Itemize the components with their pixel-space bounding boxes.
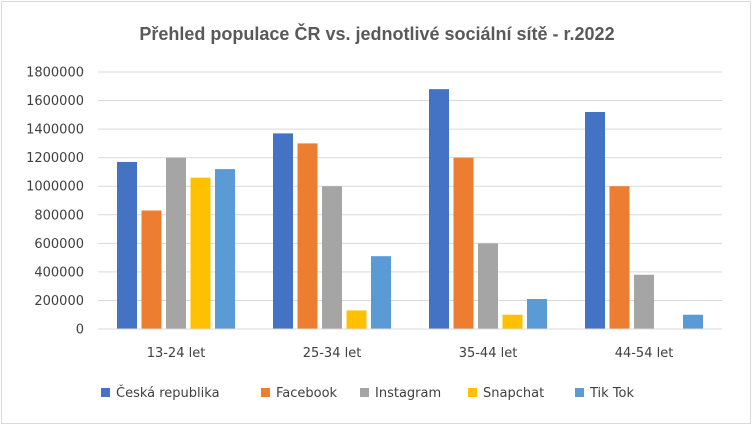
bar bbox=[429, 89, 449, 329]
bar bbox=[453, 157, 474, 329]
x-tick-label: 35-44 let bbox=[459, 346, 518, 361]
legend-swatch bbox=[575, 388, 584, 397]
x-tick-label: 25-34 let bbox=[303, 346, 362, 361]
legend-item: Facebook bbox=[261, 386, 338, 401]
legend-label: Česká republika bbox=[116, 385, 220, 401]
bar bbox=[215, 169, 235, 329]
legend-swatch bbox=[101, 388, 110, 397]
legend-label: Tik Tok bbox=[589, 386, 634, 401]
legend-label: Facebook bbox=[276, 386, 338, 401]
bar bbox=[478, 243, 498, 329]
bar bbox=[190, 177, 211, 329]
y-tick-label: 600000 bbox=[34, 237, 84, 252]
legend-item: Snapchat bbox=[468, 386, 544, 401]
legend: Česká republika Facebook Instagram Snapchat… bbox=[101, 385, 634, 401]
legend-label: Instagram bbox=[375, 386, 441, 401]
legend-swatch bbox=[261, 388, 270, 397]
legend-label: Snapchat bbox=[483, 386, 544, 401]
y-tick-label: 1200000 bbox=[26, 151, 84, 166]
bar bbox=[683, 314, 703, 329]
legend-item: Česká republika bbox=[101, 385, 220, 401]
y-tick-label: 1800000 bbox=[26, 66, 84, 81]
legend-item: Tik Tok bbox=[575, 386, 634, 401]
bar bbox=[527, 299, 547, 329]
y-axis-ticks: 0 200000 400000 600000 800000 1000000 1200000 1… bbox=[26, 66, 84, 338]
x-tick-label: 13-24 let bbox=[147, 346, 206, 361]
x-tick-label: 44-54 let bbox=[615, 346, 674, 361]
y-tick-label: 200000 bbox=[34, 294, 84, 309]
bar bbox=[371, 256, 391, 329]
legend-swatch bbox=[360, 388, 369, 397]
chart-title: Přehled populace ČR vs. jednotlivé sociá… bbox=[139, 23, 614, 44]
bar bbox=[346, 310, 367, 329]
bars bbox=[117, 89, 703, 329]
y-tick-label: 0 bbox=[76, 323, 84, 338]
bar bbox=[273, 133, 293, 329]
y-tick-label: 1000000 bbox=[26, 180, 84, 195]
x-axis-ticks: 13-24 let 25-34 let 35-44 let 44-54 let bbox=[147, 346, 674, 361]
y-tick-label: 1400000 bbox=[26, 123, 84, 138]
bar bbox=[297, 143, 318, 329]
y-tick-label: 800000 bbox=[34, 208, 84, 223]
bar bbox=[322, 186, 342, 329]
legend-swatch bbox=[468, 388, 477, 397]
bar bbox=[502, 314, 523, 329]
bar bbox=[585, 111, 605, 329]
bar bbox=[609, 186, 630, 329]
bar bbox=[634, 274, 654, 329]
bar bbox=[141, 210, 162, 329]
bar bbox=[117, 161, 137, 329]
bar bbox=[166, 157, 186, 329]
y-tick-label: 400000 bbox=[34, 265, 84, 280]
legend-item: Instagram bbox=[360, 386, 441, 401]
y-tick-label: 1600000 bbox=[26, 94, 84, 109]
